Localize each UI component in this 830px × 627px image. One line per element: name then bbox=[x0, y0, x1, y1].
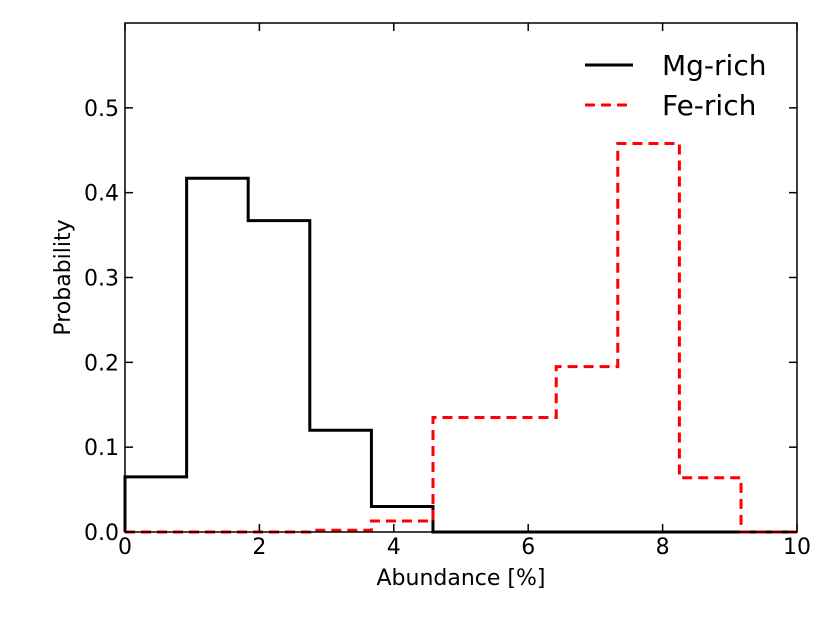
series-line-mg-rich bbox=[125, 178, 797, 532]
legend-label-mg-rich: Mg-rich bbox=[662, 49, 766, 82]
y-tick-label: 0.3 bbox=[84, 267, 119, 292]
y-tick-label: 0.5 bbox=[84, 97, 119, 122]
x-axis-label: Abundance [%] bbox=[377, 566, 546, 591]
x-tick-label: 0 bbox=[118, 535, 132, 560]
y-tick-label: 0.0 bbox=[84, 521, 119, 546]
x-tick-label: 4 bbox=[387, 535, 401, 560]
series-layer bbox=[125, 143, 797, 532]
x-tick-label: 10 bbox=[783, 535, 811, 560]
y-tick-label: 0.2 bbox=[84, 351, 119, 376]
y-tick-label: 0.4 bbox=[84, 182, 119, 207]
y-tick-label: 0.1 bbox=[84, 436, 119, 461]
histogram-chart: 0 2 4 6 8 100.00.10.20.30.40.5 Abundance [%] … bbox=[0, 0, 830, 627]
legend-label-fe-rich: Fe-rich bbox=[662, 89, 756, 122]
series-line-fe-rich bbox=[125, 143, 797, 532]
y-axis-label: Probability bbox=[51, 219, 76, 335]
x-tick-label: 2 bbox=[252, 535, 266, 560]
x-tick-label: 8 bbox=[656, 535, 670, 560]
legend: Mg-rich Fe-rich bbox=[585, 49, 766, 122]
x-tick-label: 6 bbox=[521, 535, 535, 560]
